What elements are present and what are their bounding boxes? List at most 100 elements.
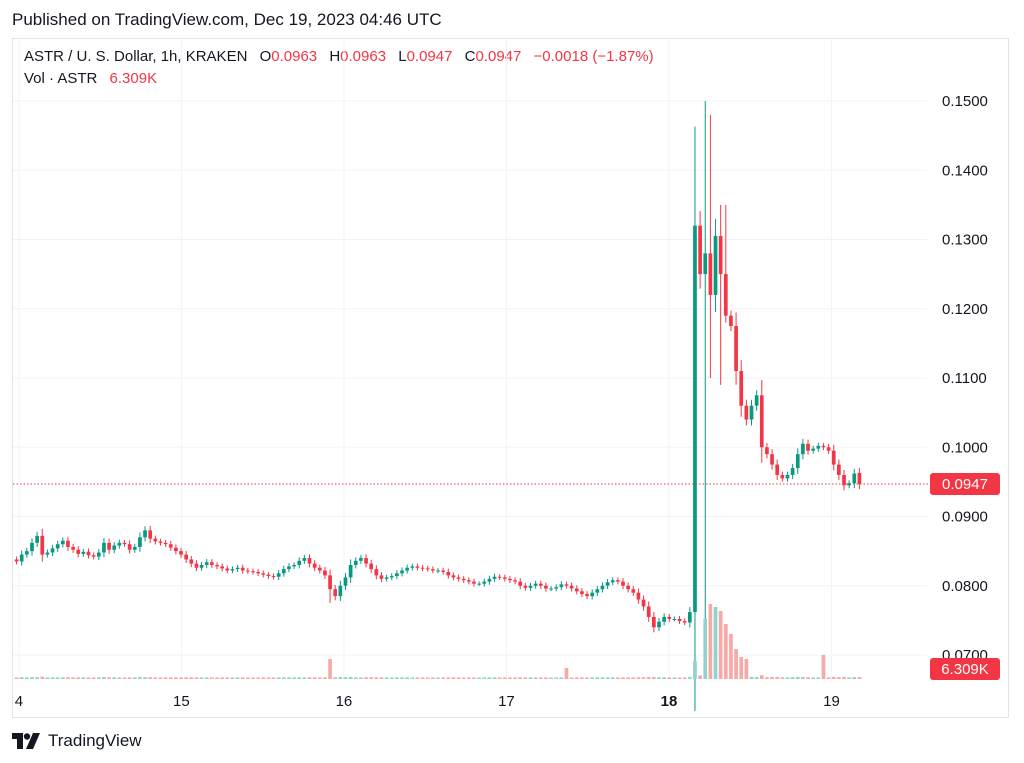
candle-body xyxy=(744,405,749,420)
volume-bar xyxy=(636,677,641,679)
volume-bar xyxy=(806,677,810,679)
volume-bar xyxy=(564,668,569,679)
candle-body xyxy=(395,573,399,577)
volume-bar xyxy=(723,624,728,679)
volume-bar xyxy=(168,677,173,679)
candle-body xyxy=(425,568,430,570)
candle-body xyxy=(713,236,718,295)
high-value: 0.0963 xyxy=(340,48,387,65)
candle-body xyxy=(446,571,451,576)
candle-body xyxy=(564,584,569,586)
candle-body xyxy=(801,443,805,455)
candle-body xyxy=(780,474,785,479)
candle-body xyxy=(595,589,600,593)
volume-bar xyxy=(626,677,631,679)
candle-body xyxy=(261,573,266,575)
high-label: H xyxy=(329,48,341,65)
volume-bar xyxy=(770,677,774,679)
candle-body xyxy=(677,618,682,622)
volume-bar xyxy=(508,677,512,679)
candle-body xyxy=(122,542,127,545)
volume-bar xyxy=(446,677,451,679)
volume-bar xyxy=(610,677,615,679)
volume-bar xyxy=(502,677,507,679)
candle-body xyxy=(117,542,122,546)
volume-bar xyxy=(184,677,189,679)
candle-body xyxy=(600,585,605,590)
low-label: L xyxy=(398,48,407,65)
volume-bar xyxy=(837,677,841,679)
volume-label[interactable]: Vol · ASTR xyxy=(24,70,98,87)
symbol-title[interactable]: ASTR / U. S. Dollar, 1h, KRAKEN xyxy=(24,48,248,65)
y-axis-tick-label: 0.1000 xyxy=(942,439,988,456)
candle-body xyxy=(477,583,481,585)
candle-body xyxy=(184,554,189,560)
candle-body xyxy=(759,395,764,448)
volume-bar xyxy=(487,677,492,679)
volume-bar xyxy=(163,677,168,679)
volume-bar xyxy=(245,677,250,679)
candle-body xyxy=(287,566,291,570)
volume-bar xyxy=(410,677,415,679)
candle-body xyxy=(708,253,713,295)
volume-bar xyxy=(379,677,384,679)
volume-bar xyxy=(384,677,389,679)
candle-body xyxy=(410,566,415,568)
candle-body xyxy=(739,371,744,406)
candle-body xyxy=(580,591,584,595)
volume-bar xyxy=(718,611,723,679)
volume-bar xyxy=(693,660,697,679)
volume-bar xyxy=(857,677,862,679)
candle-body xyxy=(852,473,857,484)
candle-body xyxy=(472,581,476,584)
candle-body xyxy=(528,585,533,588)
volume-bar xyxy=(523,677,528,679)
volume-bar xyxy=(847,677,852,679)
volume-bar xyxy=(312,677,317,679)
candle-body xyxy=(40,535,45,555)
candle-body xyxy=(369,563,374,570)
change-value: −0.0018 (−1.87%) xyxy=(533,48,654,65)
candle-body xyxy=(143,530,147,538)
volume-bar xyxy=(451,677,456,679)
chart-frame[interactable] xyxy=(12,38,1009,718)
volume-bar xyxy=(415,677,420,679)
close-label: C xyxy=(464,48,476,65)
candle-body xyxy=(549,588,553,590)
volume-bar xyxy=(631,677,636,679)
candle-body xyxy=(538,583,543,586)
candle-body xyxy=(14,559,19,562)
volume-bar xyxy=(801,677,805,679)
candle-body xyxy=(533,583,538,586)
volume-bar xyxy=(713,607,718,679)
volume-bar xyxy=(333,677,338,679)
volume-bar xyxy=(621,677,625,679)
candle-body xyxy=(158,541,163,543)
volume-bar xyxy=(297,677,302,679)
volume-bar xyxy=(317,677,322,679)
candle-body xyxy=(461,578,466,581)
close-value: 0.0947 xyxy=(475,48,522,65)
open-value: 0.0963 xyxy=(271,48,318,65)
volume-bar xyxy=(96,677,101,679)
volume-bar xyxy=(682,677,687,679)
tradingview-brand[interactable]: TradingView xyxy=(12,731,142,751)
volume-bar xyxy=(338,677,343,679)
volume-bar xyxy=(215,677,219,679)
volume-bar xyxy=(153,677,158,679)
candle-body xyxy=(317,567,322,571)
volume-bar xyxy=(389,677,394,679)
volume-bar xyxy=(600,677,605,679)
candle-body xyxy=(199,564,204,568)
volume-legend: Vol · ASTR 6.309K xyxy=(24,70,157,87)
candle-body xyxy=(168,544,173,548)
candle-body xyxy=(837,464,841,475)
x-axis-tick-label: 15 xyxy=(173,693,190,710)
volume-bar xyxy=(821,655,826,679)
symbol-legend: ASTR / U. S. Dollar, 1h, KRAKEN O0.0963 … xyxy=(24,48,654,65)
volume-bar xyxy=(585,677,589,679)
volume-bar xyxy=(24,677,29,679)
candle-body xyxy=(646,606,651,617)
volume-bar xyxy=(374,677,379,679)
